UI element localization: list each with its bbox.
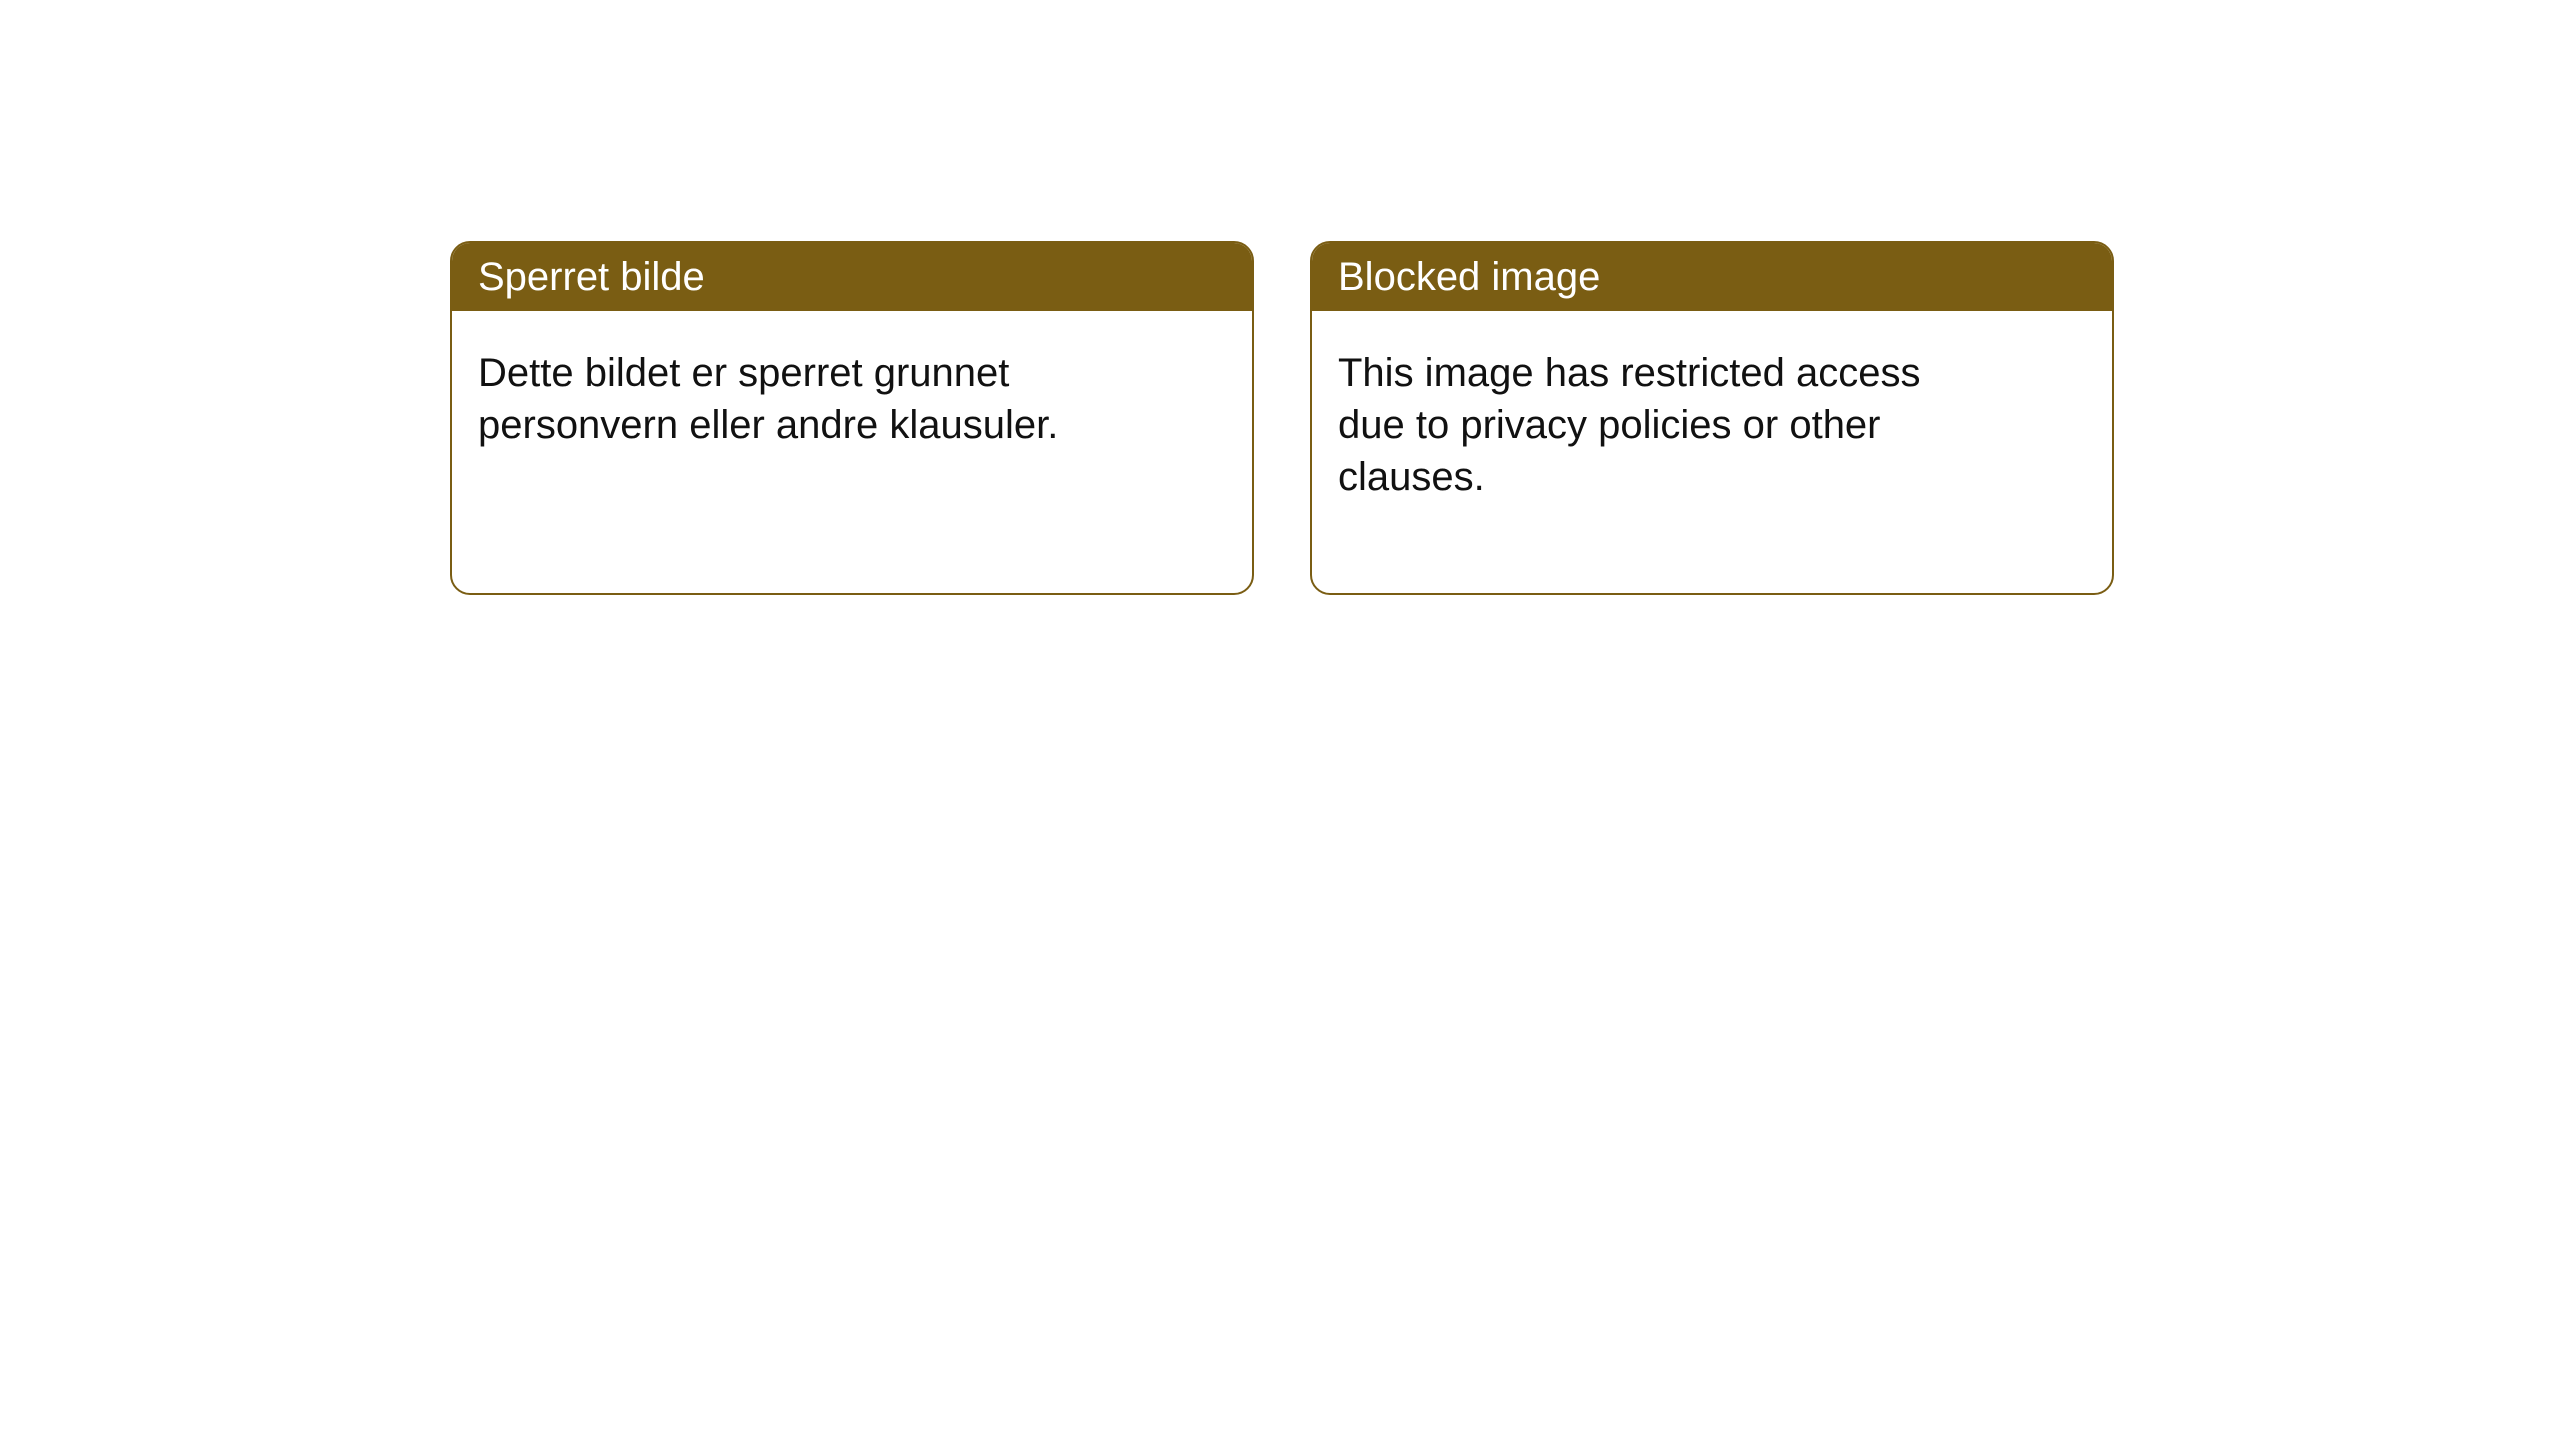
notice-header: Sperret bilde xyxy=(452,243,1252,311)
notice-body: This image has restricted access due to … xyxy=(1312,311,1992,593)
notice-card-norwegian: Sperret bilde Dette bildet er sperret gr… xyxy=(450,241,1254,595)
notice-header: Blocked image xyxy=(1312,243,2112,311)
notice-card-english: Blocked image This image has restricted … xyxy=(1310,241,2114,595)
notice-body: Dette bildet er sperret grunnet personve… xyxy=(452,311,1132,541)
notice-container: Sperret bilde Dette bildet er sperret gr… xyxy=(0,0,2560,595)
